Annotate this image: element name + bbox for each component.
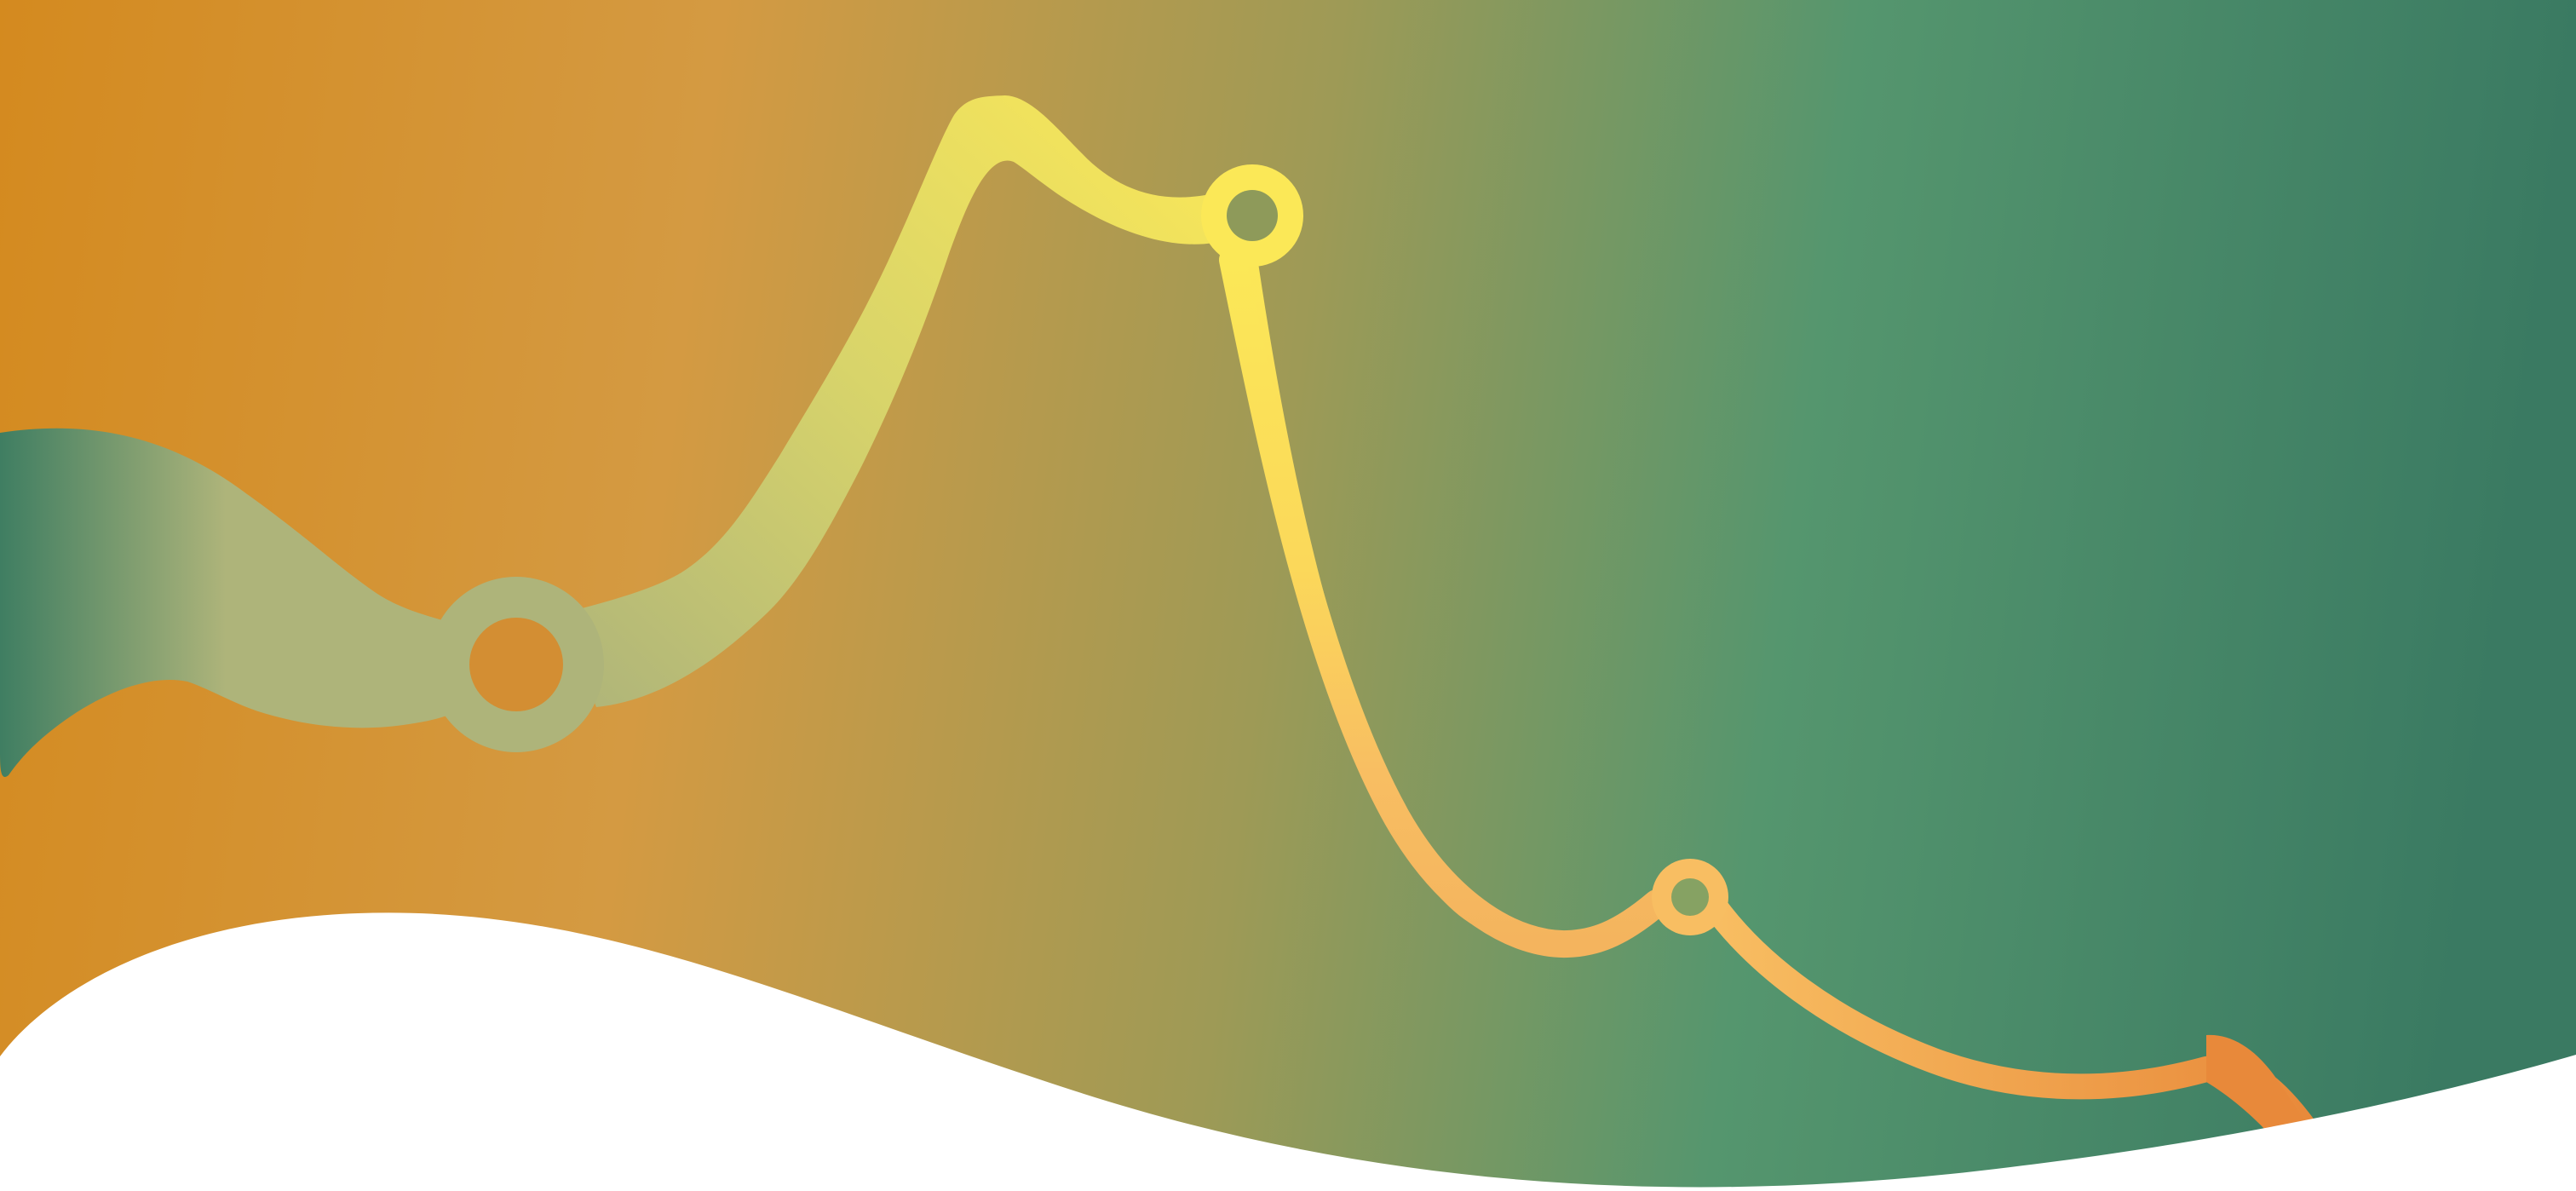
descending-stroke-thick (1219, 246, 1670, 958)
tail-hook (2206, 1034, 2321, 1150)
bottom-wave (0, 912, 2576, 1191)
node-peak (1201, 164, 1303, 267)
rising-stroke (562, 95, 1214, 707)
node-valley (1652, 859, 1728, 935)
left-ribbon (0, 428, 503, 777)
node-left (428, 577, 604, 752)
